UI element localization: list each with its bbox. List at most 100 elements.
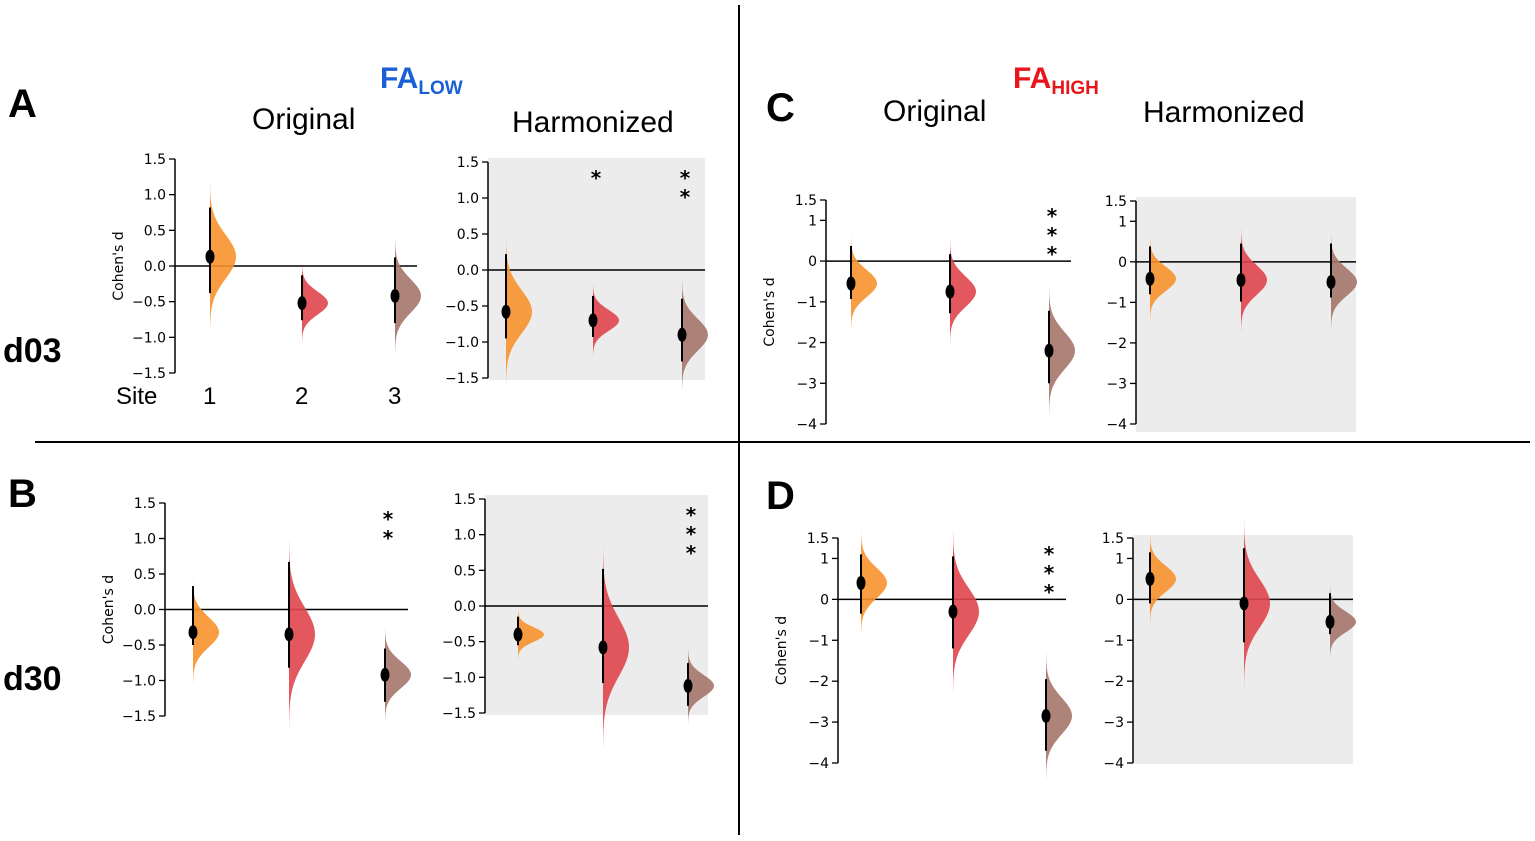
y-tick-label: −4 xyxy=(808,756,829,772)
y-axis-label: Cohen's d xyxy=(101,575,117,644)
y-axis-label: Cohen's d xyxy=(774,616,790,685)
y-tick-label: 1.5 xyxy=(457,155,479,171)
panel-label-b: B xyxy=(8,472,37,516)
mean-marker-site-3 xyxy=(677,327,687,342)
y-tick-label: −1.0 xyxy=(442,670,476,686)
y-tick-label: 1.5 xyxy=(1102,531,1124,547)
y-tick-label: 1 xyxy=(820,551,829,567)
significance-stars: * xyxy=(584,166,608,185)
fa-high-sub: HIGH xyxy=(1051,78,1099,99)
y-tick-label: −1 xyxy=(796,295,817,311)
y-tick-label: 1 xyxy=(1115,551,1124,567)
fa-low-main: FA xyxy=(380,62,419,95)
mean-marker-site-3 xyxy=(1041,708,1051,723)
y-tick-label: −0.5 xyxy=(122,638,156,654)
density-site-3 xyxy=(385,627,411,723)
mean-marker-site-1 xyxy=(513,627,523,642)
mean-marker-site-2 xyxy=(284,627,294,642)
y-tick-label: −4 xyxy=(796,417,817,433)
y-tick-label: 0.5 xyxy=(454,563,476,579)
y-tick-label: −3 xyxy=(796,376,817,392)
density-site-3 xyxy=(1331,233,1357,331)
mean-marker-site-1 xyxy=(846,276,856,291)
mean-marker-site-1 xyxy=(856,576,866,590)
y-tick-label: 1 xyxy=(1118,214,1127,230)
mean-marker-site-1 xyxy=(1145,571,1155,586)
y-tick-label: 0.0 xyxy=(134,603,156,619)
y-axis-label: Cohen's d xyxy=(111,231,127,300)
fa-high-main: FA xyxy=(1013,62,1052,95)
density-site-2 xyxy=(950,238,976,345)
fa-high-title: FAHIGH xyxy=(1013,62,1099,100)
mean-marker-site-2 xyxy=(948,604,958,619)
mean-marker-site-1 xyxy=(188,625,198,640)
y-tick-label: 0.5 xyxy=(134,567,156,583)
density-site-2 xyxy=(289,539,315,729)
y-tick-label: −3 xyxy=(1103,715,1124,731)
density-site-1 xyxy=(1150,533,1176,625)
density-site-3 xyxy=(1049,285,1075,416)
panel-label-d: D xyxy=(766,474,795,518)
significance-stars: *** xyxy=(1037,542,1061,599)
mean-marker-site-1 xyxy=(501,304,511,319)
y-tick-label: −1.5 xyxy=(442,706,476,722)
fa-low-title: FALOW xyxy=(380,62,463,100)
subplot-D-original: 1.5 1 0 −1 −2 −3 −4 Cohen's d *** xyxy=(774,529,1072,780)
density-site-2 xyxy=(1241,228,1267,332)
significance-stars: ** xyxy=(376,507,400,545)
y-tick-label: 0 xyxy=(820,592,829,608)
density-site-1 xyxy=(193,579,219,685)
density-site-2 xyxy=(603,545,629,750)
y-tick-label: −4 xyxy=(1103,756,1124,772)
harmonized-background xyxy=(485,495,708,715)
density-site-1 xyxy=(851,236,877,331)
y-tick-label: −2 xyxy=(1103,674,1124,690)
significance-stars: *** xyxy=(1040,204,1064,261)
harmonized-background xyxy=(488,158,705,380)
subplot-A-harmonized: 1.51.00.50.0−0.5−1.0−1.5* ** xyxy=(445,155,708,391)
mean-marker-site-2 xyxy=(297,296,307,311)
density-site-1 xyxy=(518,609,544,661)
mean-marker-site-3 xyxy=(683,678,693,693)
density-site-3 xyxy=(682,278,708,391)
subplot-D-harmonized: 1.5 1 0 −1 −2 −3 −4 xyxy=(1102,519,1356,772)
y-tick-label: 1.0 xyxy=(134,532,156,548)
y-tick-label: −0.5 xyxy=(445,299,479,315)
row-label-d30: d30 xyxy=(3,660,62,698)
mean-marker-site-3 xyxy=(1325,614,1335,629)
mean-marker-site-3 xyxy=(1326,275,1336,290)
y-tick-label: 1.5 xyxy=(454,492,476,508)
fa-low-sub: LOW xyxy=(418,78,463,99)
y-tick-label: −4 xyxy=(1106,417,1127,433)
y-tick-label: −1 xyxy=(808,633,829,649)
y-tick-label: −3 xyxy=(808,715,829,731)
y-tick-label: −0.5 xyxy=(132,295,166,311)
density-site-2 xyxy=(1244,519,1270,688)
y-tick-label: −1 xyxy=(1103,633,1124,649)
y-tick-label: 1.5 xyxy=(1105,194,1127,210)
column-title-harmonized-low: Harmonized xyxy=(512,106,674,139)
mean-marker-site-3 xyxy=(390,288,400,303)
site-tick-1: 1 xyxy=(203,383,217,410)
subplot-C-harmonized: 1.5 1 0 −1 −2 −3 −4 xyxy=(1105,194,1357,433)
site-tick-3: 3 xyxy=(388,383,402,410)
y-tick-label: 0 xyxy=(1118,255,1127,271)
mean-marker-site-2 xyxy=(598,640,608,655)
y-axis-label: Cohen's d xyxy=(762,277,778,346)
y-tick-label: 1.5 xyxy=(795,193,817,209)
y-tick-label: −0.5 xyxy=(442,635,476,651)
y-tick-label: −2 xyxy=(808,674,829,690)
site-axis-label: Site xyxy=(116,383,158,410)
y-tick-label: 0.5 xyxy=(457,227,479,243)
column-title-harmonized-high: Harmonized xyxy=(1143,96,1305,129)
harmonized-background xyxy=(1136,197,1356,432)
mean-marker-site-1 xyxy=(1145,271,1155,286)
site-tick-2: 2 xyxy=(295,383,309,410)
y-tick-label: −1 xyxy=(1106,295,1127,311)
y-tick-label: 1.0 xyxy=(457,191,479,207)
density-site-2 xyxy=(302,262,328,344)
vertical-divider xyxy=(738,5,740,835)
density-site-1 xyxy=(506,236,532,387)
y-tick-label: 1.0 xyxy=(144,188,166,204)
mean-marker-site-2 xyxy=(945,284,955,299)
